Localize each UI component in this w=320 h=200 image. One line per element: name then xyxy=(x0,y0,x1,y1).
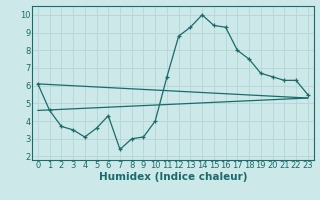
X-axis label: Humidex (Indice chaleur): Humidex (Indice chaleur) xyxy=(99,172,247,182)
